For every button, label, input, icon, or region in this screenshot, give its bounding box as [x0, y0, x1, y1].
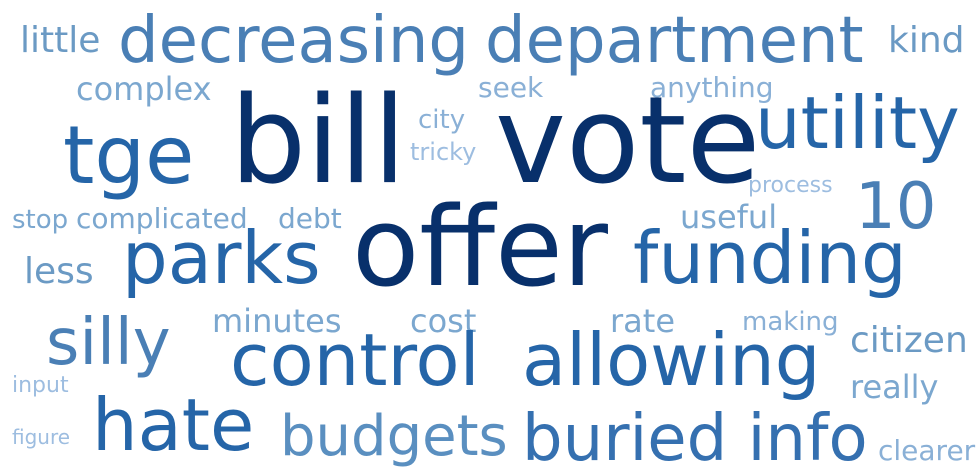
word: offer	[352, 183, 609, 311]
word: silly	[46, 306, 171, 380]
word: useful	[680, 198, 777, 236]
word: vote	[495, 72, 760, 211]
word: hate	[92, 383, 254, 467]
word: cost	[410, 302, 476, 340]
word: rate	[610, 302, 675, 340]
word: minutes	[212, 302, 342, 340]
word: buried info	[522, 402, 868, 469]
word: tge	[63, 109, 194, 202]
word: parks	[122, 216, 321, 300]
word: department	[485, 4, 864, 78]
word: utility	[755, 81, 960, 165]
word: budgets	[280, 404, 508, 469]
word: complex	[76, 70, 212, 108]
word: stop	[12, 205, 68, 235]
word: funding	[633, 216, 907, 300]
word: making	[742, 307, 839, 337]
word: process	[748, 173, 833, 198]
word: input	[12, 373, 69, 398]
word: decreasing	[118, 4, 469, 78]
word: figure	[12, 425, 70, 449]
word: bill	[230, 72, 406, 211]
word: citizen	[850, 320, 968, 361]
word: little	[20, 20, 100, 61]
word: control	[230, 318, 480, 402]
word: debt	[278, 202, 342, 235]
word: tricky	[410, 138, 476, 166]
word: complicated	[76, 202, 248, 235]
word: clearer	[878, 434, 976, 467]
word: less	[24, 251, 94, 292]
word: city	[418, 105, 465, 135]
word: anything	[650, 71, 774, 104]
word: allowing	[522, 318, 820, 402]
word: 10	[855, 170, 936, 244]
word: really	[850, 368, 938, 406]
word: seek	[478, 71, 544, 104]
word: kind	[888, 20, 965, 61]
